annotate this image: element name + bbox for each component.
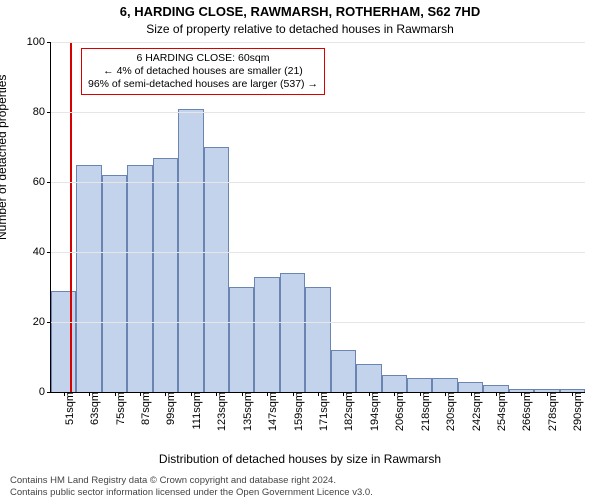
xtick-label: 278sqm [545,392,559,431]
y-axis-label: Number of detached properties [0,75,9,240]
xtick-label: 182sqm [341,392,355,431]
xtick-label: 242sqm [469,392,483,431]
ytick-mark [47,392,51,393]
xtick-mark [394,392,395,396]
bar [331,350,356,392]
gridline-h [51,42,585,43]
bar [127,165,152,393]
xtick-mark [471,392,472,396]
xtick-mark [369,392,370,396]
reference-line [70,42,72,392]
xtick-mark [242,392,243,396]
xtick-mark [496,392,497,396]
xtick-label: 147sqm [265,392,279,431]
xtick-mark [267,392,268,396]
bar [382,375,407,393]
footer-attribution: Contains HM Land Registry data © Crown c… [10,475,590,498]
bar [204,147,229,392]
chart-subtitle: Size of property relative to detached ho… [0,22,600,36]
xtick-label: 206sqm [392,392,406,431]
gridline-h [51,112,585,113]
xtick-mark [293,392,294,396]
gridline-h [51,322,585,323]
xtick-label: 171sqm [316,392,330,431]
bar [153,158,178,393]
footer-line-1: Contains HM Land Registry data © Crown c… [10,475,590,486]
ytick-label: 60 [33,176,45,188]
xtick-mark [89,392,90,396]
bar [254,277,279,393]
xtick-mark [64,392,65,396]
xtick-label: 254sqm [494,392,508,431]
xtick-mark [191,392,192,396]
xtick-mark [572,392,573,396]
ytick-mark [47,42,51,43]
bar [280,273,305,392]
chart-title: 6, HARDING CLOSE, RAWMARSH, ROTHERHAM, S… [0,4,600,19]
bar [51,291,76,393]
bar [229,287,254,392]
xtick-mark [318,392,319,396]
ytick-label: 80 [33,106,45,118]
bar [178,109,203,393]
bar [102,175,127,392]
xtick-label: 63sqm [87,392,101,425]
ytick-label: 100 [27,36,45,48]
x-axis-label: Distribution of detached houses by size … [0,452,600,466]
bar [356,364,381,392]
ytick-mark [47,182,51,183]
xtick-label: 218sqm [418,392,432,431]
annotation-line: ← 4% of detached houses are smaller (21) [88,65,318,78]
xtick-mark [115,392,116,396]
annotation-line: 6 HARDING CLOSE: 60sqm [88,52,318,65]
ytick-label: 40 [33,246,45,258]
bar [458,382,483,393]
xtick-mark [445,392,446,396]
xtick-mark [165,392,166,396]
plot-area: 6 HARDING CLOSE: 60sqm← 4% of detached h… [50,42,585,393]
xtick-mark [547,392,548,396]
xtick-label: 266sqm [519,392,533,431]
xtick-label: 194sqm [367,392,381,431]
xtick-label: 159sqm [291,392,305,431]
xtick-label: 51sqm [62,392,76,425]
annotation-box: 6 HARDING CLOSE: 60sqm← 4% of detached h… [81,48,325,95]
xtick-label: 290sqm [570,392,584,431]
bar [76,165,101,393]
ytick-mark [47,322,51,323]
ytick-label: 20 [33,316,45,328]
xtick-mark [140,392,141,396]
xtick-label: 135sqm [240,392,254,431]
annotation-line: 96% of semi-detached houses are larger (… [88,78,318,91]
xtick-mark [343,392,344,396]
ytick-label: 0 [39,386,45,398]
ytick-mark [47,252,51,253]
xtick-label: 87sqm [138,392,152,425]
footer-line-2: Contains public sector information licen… [10,487,590,498]
xtick-mark [216,392,217,396]
xtick-label: 230sqm [443,392,457,431]
bar [483,385,508,392]
bar [407,378,432,392]
xtick-mark [420,392,421,396]
xtick-label: 123sqm [214,392,228,431]
bar [305,287,330,392]
gridline-h [51,252,585,253]
gridline-h [51,182,585,183]
xtick-label: 111sqm [189,392,203,430]
xtick-label: 75sqm [113,392,127,425]
ytick-mark [47,112,51,113]
bar [432,378,457,392]
xtick-label: 99sqm [163,392,177,425]
xtick-mark [521,392,522,396]
